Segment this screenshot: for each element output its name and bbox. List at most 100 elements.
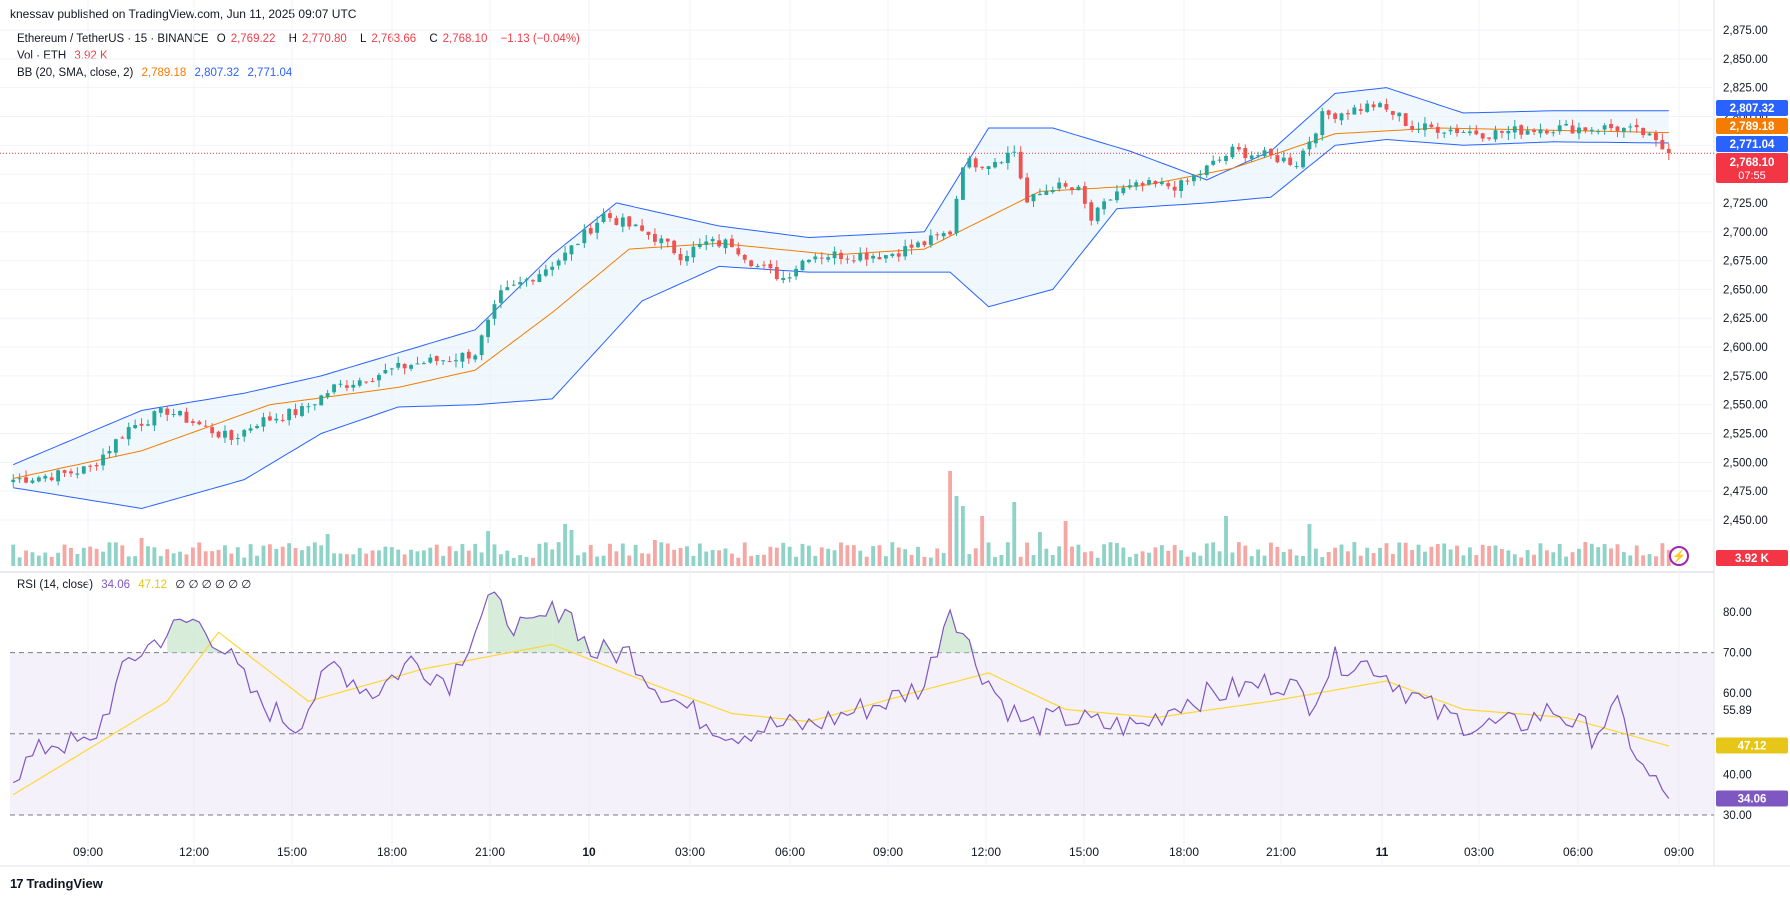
volume-bar [75, 554, 80, 566]
volume-bar [1583, 542, 1588, 566]
candle-body [479, 335, 484, 356]
volume-bar [274, 548, 279, 566]
symbol-legend[interactable]: Ethereum / TetherUS · 15 · BINANCE O 2,76… [17, 33, 585, 45]
volume-bar [832, 550, 837, 566]
candle-body [1628, 126, 1633, 128]
candle-body [1102, 201, 1107, 210]
candle-body [999, 162, 1004, 164]
candle-body [960, 167, 965, 200]
rsi-lines [12, 591, 1670, 799]
candle-body [1397, 112, 1402, 117]
volume-bar [1480, 544, 1485, 566]
open-value: 2,769.22 [230, 33, 276, 45]
volume-bar [614, 551, 619, 566]
rsi-tick-label: 60.00 [1723, 688, 1752, 700]
candle-body [1172, 186, 1177, 191]
candle-body [1179, 180, 1184, 192]
price-tick-label: 2,450.00 [1723, 515, 1768, 527]
volume-bar [851, 545, 856, 566]
candle-body [1525, 130, 1530, 135]
candle-body [312, 404, 317, 406]
volume-bar [1544, 550, 1549, 566]
lightning-icon[interactable]: ⚡ [1669, 546, 1689, 566]
candle-body [486, 319, 490, 338]
candle-body [1564, 123, 1569, 126]
volume-bar [1243, 545, 1248, 566]
candle-body [1583, 127, 1588, 131]
volume-bar [11, 544, 16, 566]
candle-body [864, 252, 869, 260]
candle-body [460, 352, 465, 362]
volume-bar [813, 555, 818, 566]
volume-bar [1294, 555, 1299, 566]
volume-bar [396, 549, 401, 566]
candle-body [1147, 179, 1151, 185]
time-tick-label: 15:00 [277, 845, 307, 859]
bb-legend[interactable]: BB (20, SMA, close, 2) 2,789.18 2,807.32… [17, 67, 297, 79]
candle-body [454, 360, 458, 362]
candle-body [293, 409, 298, 416]
candle-body [178, 410, 182, 416]
candle-body [171, 413, 176, 415]
candle-body [1243, 147, 1248, 159]
volume-bar [223, 545, 227, 566]
volume-bar [794, 556, 799, 566]
candle-body [1371, 104, 1376, 108]
candle-body [794, 268, 799, 277]
candle-body [190, 421, 195, 423]
volume-bar [1102, 544, 1107, 566]
candle-body [986, 166, 991, 170]
candle-body [627, 216, 632, 227]
price-tick-label: 2,650.00 [1723, 284, 1768, 296]
rsi-label: RSI (14, close) [17, 579, 94, 591]
volume-bar [1570, 552, 1575, 566]
candle-body [1333, 113, 1338, 119]
candle-body [1217, 159, 1222, 161]
low-value: 2,763.66 [371, 33, 417, 45]
candle-body [1326, 110, 1331, 115]
volume-bar [107, 542, 112, 566]
candle-body [338, 383, 343, 385]
volume-bar [999, 554, 1004, 566]
volume-bar [1115, 543, 1119, 566]
candle-body [550, 266, 555, 270]
candle-body [274, 418, 279, 421]
volume-bar [1525, 550, 1530, 566]
volume-bar [749, 556, 754, 566]
change-value: −1.13 (−0.04%) [500, 33, 580, 45]
rsi-overbought-fill [488, 592, 553, 653]
volume-bar [267, 544, 272, 566]
candle-body [1115, 191, 1119, 201]
price-tick-label: 2,850.00 [1723, 54, 1768, 66]
volume-bar [742, 542, 747, 566]
candle-body [518, 282, 523, 285]
candle-body [839, 252, 843, 260]
time-tick-label: 12:00 [179, 845, 209, 859]
price-tick-label: 2,525.00 [1723, 429, 1768, 441]
volume-bar [1609, 548, 1613, 566]
candle-body [113, 439, 118, 453]
volume-bar [364, 553, 369, 566]
candle-body [537, 274, 542, 283]
volume-bar [563, 524, 567, 566]
candle-body [1577, 127, 1581, 134]
candle-body [184, 411, 189, 423]
volume-bar [1371, 553, 1376, 566]
volume-bar [787, 546, 792, 566]
volume-bar [351, 554, 356, 566]
candle-body [319, 395, 324, 406]
candle-body [755, 265, 760, 268]
tradingview-logo[interactable]: 17 TradingView [10, 876, 103, 891]
volume-bar [652, 540, 657, 566]
bb-upper-line [12, 87, 1669, 466]
volume-bar [454, 551, 458, 566]
candle-body [851, 260, 856, 262]
volume-bar [1602, 544, 1607, 566]
volume-bar [575, 555, 580, 566]
volume-bar [1211, 542, 1216, 566]
candle-body [1615, 126, 1620, 132]
upper-band-tag-bg [1716, 100, 1788, 116]
volume-bar [781, 542, 786, 566]
candle-body [531, 280, 535, 282]
